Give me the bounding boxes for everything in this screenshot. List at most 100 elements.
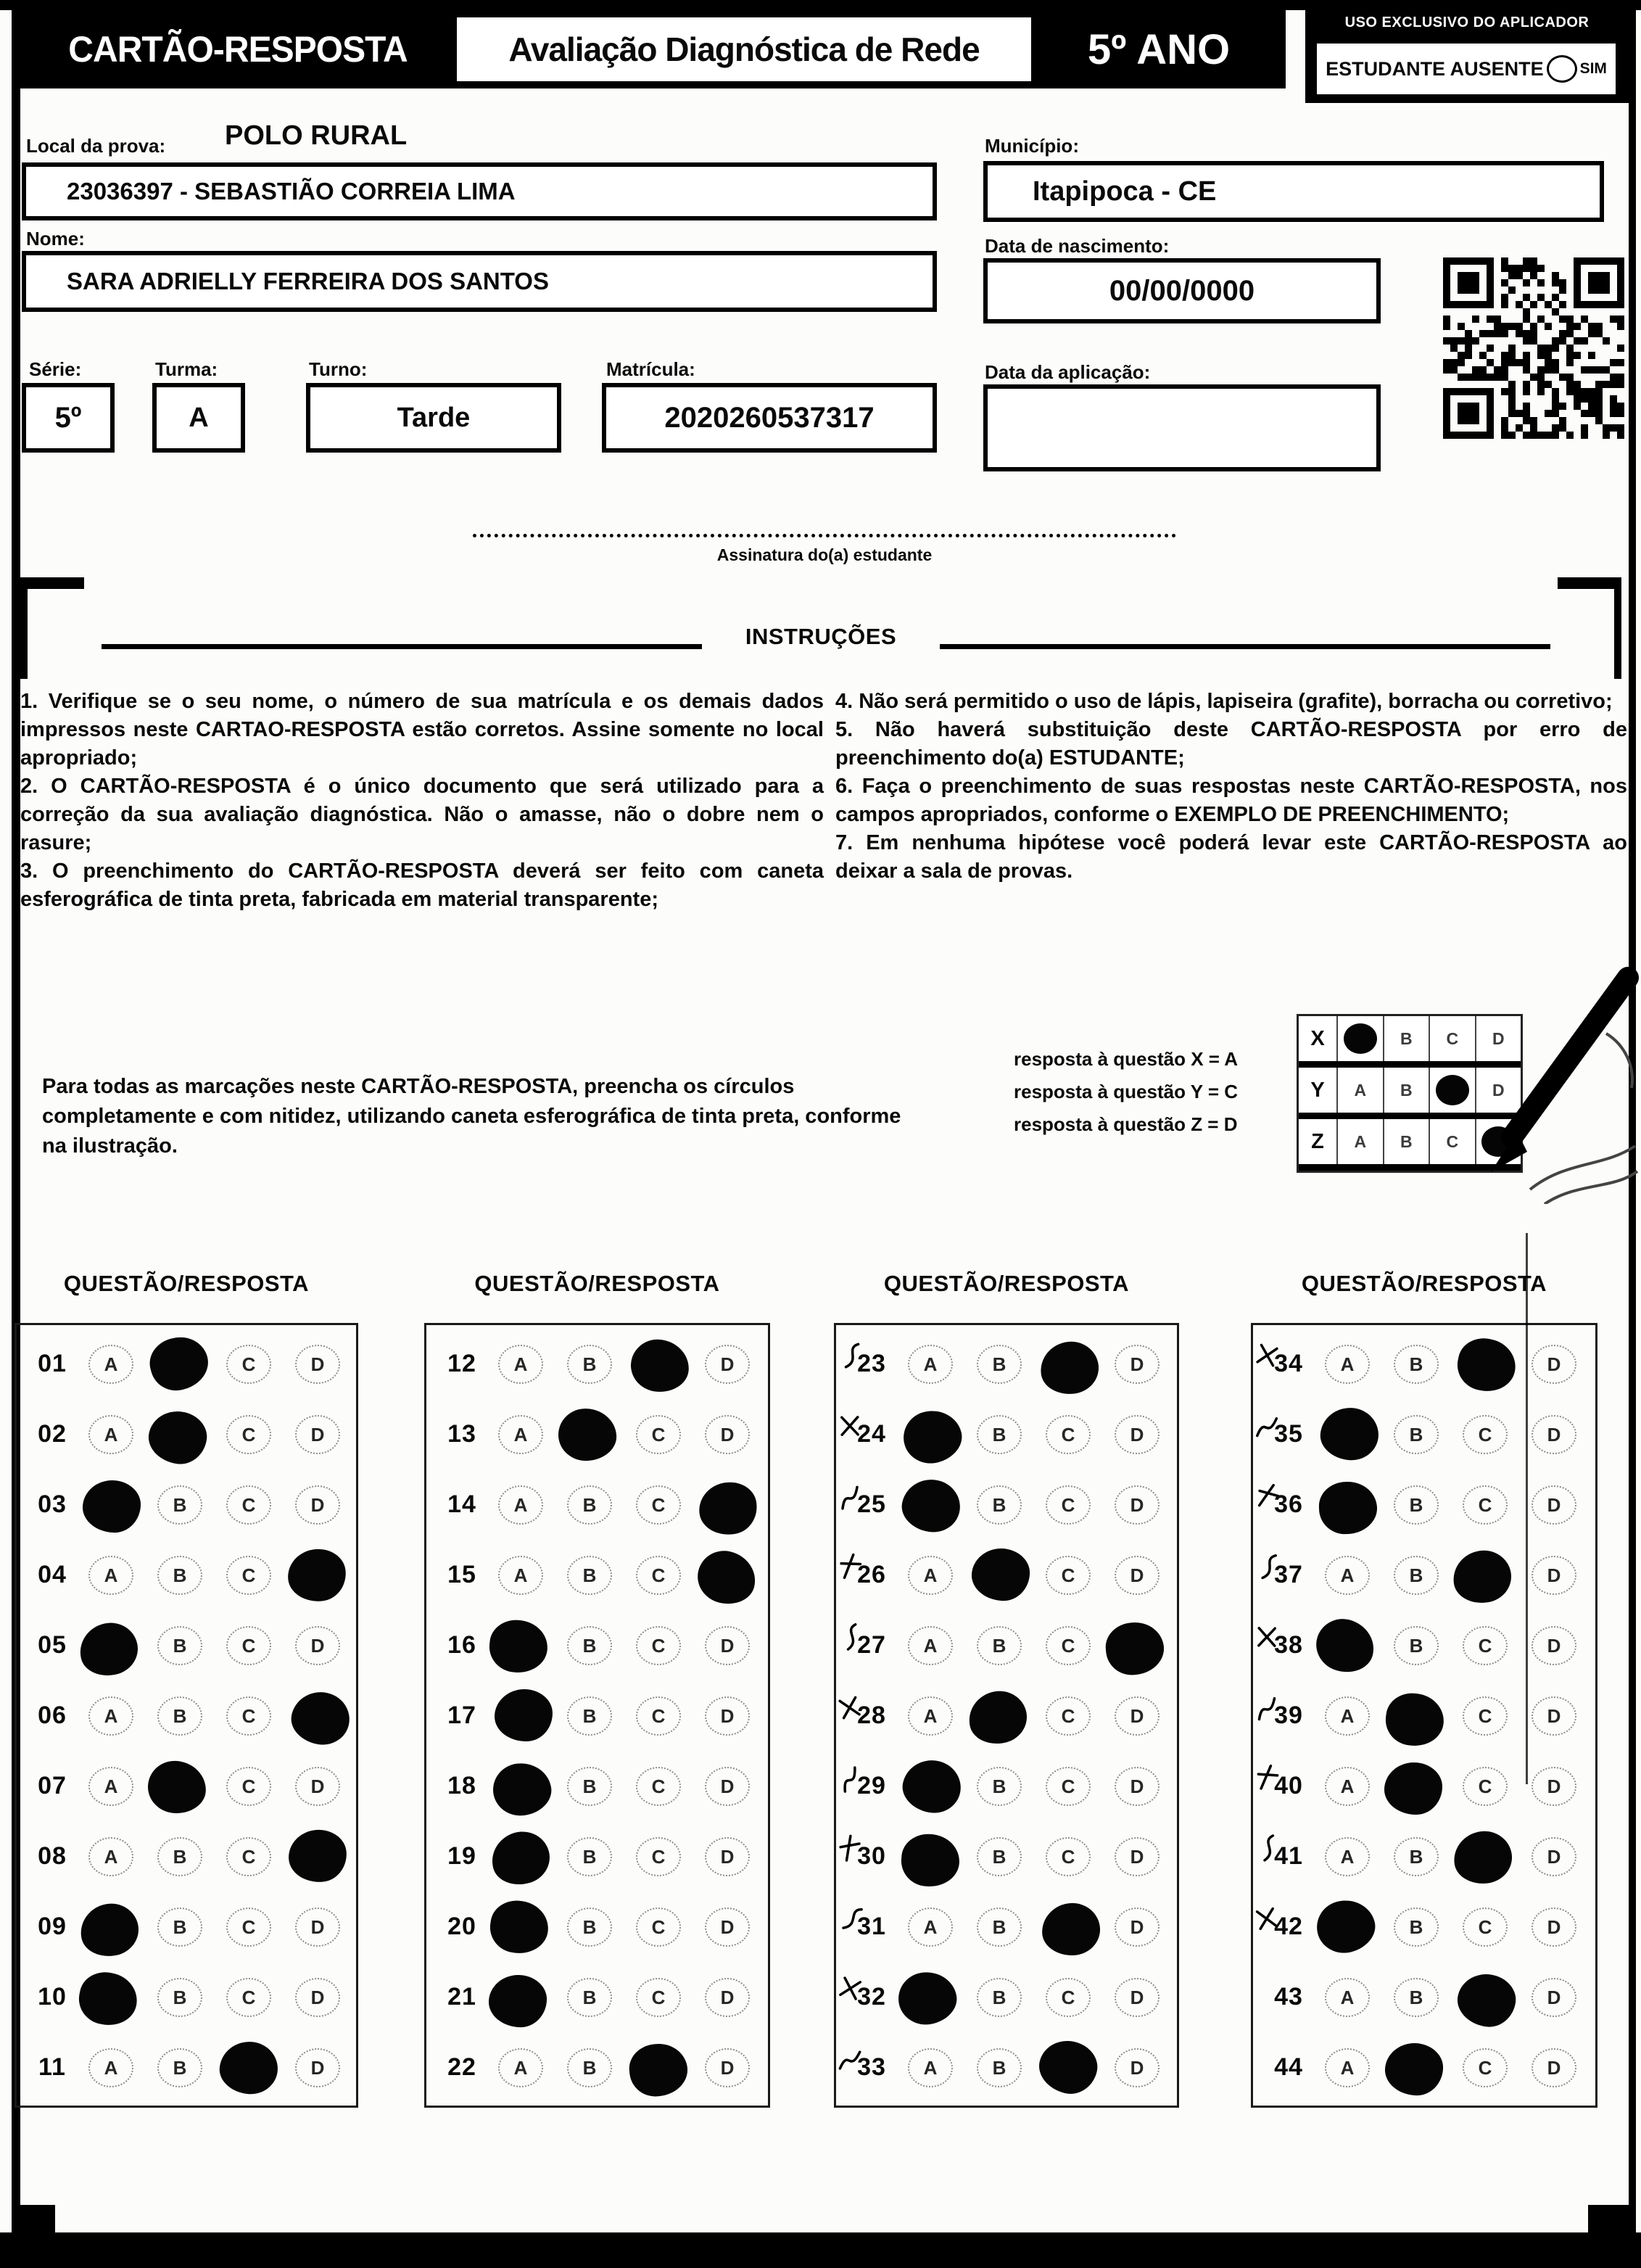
bubble-39-D[interactable]: D <box>1532 1696 1576 1736</box>
bubble-39-B[interactable] <box>1382 1690 1447 1749</box>
bubble-07-C[interactable]: C <box>226 1767 271 1806</box>
bubble-12-C[interactable] <box>629 1337 691 1394</box>
bubble-40-B[interactable] <box>1384 1762 1442 1815</box>
bubble-01-B[interactable] <box>144 1330 214 1397</box>
bubble-25-D[interactable]: D <box>1115 1485 1160 1525</box>
bubble-03-C[interactable]: C <box>226 1485 271 1525</box>
bubble-05-A[interactable] <box>74 1617 144 1682</box>
bubble-12-D[interactable]: D <box>705 1345 750 1384</box>
bubble-11-A[interactable]: A <box>88 2048 133 2087</box>
bubble-24-A[interactable] <box>898 1404 967 1469</box>
bubble-19-D[interactable]: D <box>705 1837 750 1876</box>
bubble-33-C[interactable] <box>1033 2034 1103 2100</box>
bubble-24-C[interactable]: C <box>1046 1415 1091 1454</box>
bubble-17-B[interactable]: B <box>567 1696 612 1736</box>
bubble-06-B[interactable]: B <box>157 1696 202 1736</box>
bubble-36-C[interactable]: C <box>1463 1485 1508 1525</box>
bubble-29-C[interactable]: C <box>1046 1767 1091 1806</box>
bubble-39-C[interactable]: C <box>1463 1696 1508 1736</box>
bubble-27-C[interactable]: C <box>1046 1626 1091 1665</box>
bubble-27-A[interactable]: A <box>908 1626 953 1665</box>
bubble-33-A[interactable]: A <box>908 2048 953 2087</box>
bubble-05-B[interactable]: B <box>157 1626 202 1665</box>
bubble-02-B[interactable] <box>145 1407 210 1468</box>
bubble-43-C[interactable] <box>1453 1970 1520 2031</box>
bubble-09-B[interactable]: B <box>157 1908 202 1947</box>
bubble-04-B[interactable]: B <box>157 1556 202 1595</box>
bubble-29-A[interactable] <box>898 1755 966 1818</box>
bubble-28-B[interactable] <box>964 1686 1032 1749</box>
bubble-19-A[interactable] <box>486 1825 555 1892</box>
bubble-41-B[interactable]: B <box>1394 1837 1439 1876</box>
bubble-43-B[interactable]: B <box>1394 1978 1439 2017</box>
signature-field[interactable] <box>473 534 1176 537</box>
bubble-27-D[interactable] <box>1104 1620 1166 1678</box>
bubble-35-C[interactable]: C <box>1463 1415 1508 1454</box>
bubble-07-A[interactable]: A <box>88 1767 133 1806</box>
bubble-17-A[interactable] <box>494 1688 553 1742</box>
bubble-37-C[interactable] <box>1449 1546 1516 1607</box>
bubble-08-D[interactable] <box>286 1828 349 1884</box>
bubble-44-A[interactable]: A <box>1325 2048 1370 2087</box>
bubble-34-A[interactable]: A <box>1325 1345 1370 1384</box>
bubble-16-B[interactable]: B <box>567 1626 612 1665</box>
bubble-19-B[interactable]: B <box>567 1837 612 1876</box>
bubble-12-B[interactable]: B <box>567 1345 612 1384</box>
bubble-23-C[interactable] <box>1037 1338 1102 1398</box>
bubble-16-A[interactable] <box>487 1617 550 1675</box>
bubble-01-D[interactable]: D <box>295 1345 340 1384</box>
bubble-24-B[interactable]: B <box>977 1415 1022 1454</box>
bubble-01-A[interactable]: A <box>88 1345 133 1384</box>
bubble-09-D[interactable]: D <box>295 1908 340 1947</box>
bubble-38-D[interactable]: D <box>1532 1626 1576 1665</box>
bubble-43-A[interactable]: A <box>1325 1978 1370 2017</box>
bubble-23-A[interactable]: A <box>908 1345 953 1384</box>
bubble-39-A[interactable]: A <box>1325 1696 1370 1736</box>
bubble-29-D[interactable]: D <box>1115 1767 1160 1806</box>
bubble-31-C[interactable] <box>1041 1901 1101 1958</box>
bubble-08-B[interactable]: B <box>157 1837 202 1876</box>
bubble-18-B[interactable]: B <box>567 1767 612 1806</box>
bubble-07-D[interactable]: D <box>295 1767 340 1806</box>
bubble-08-C[interactable]: C <box>226 1837 271 1876</box>
bubble-10-D[interactable]: D <box>295 1978 340 2017</box>
bubble-32-A[interactable] <box>894 1967 961 2029</box>
bubble-20-B[interactable]: B <box>567 1908 612 1947</box>
bubble-11-D[interactable]: D <box>295 2048 340 2087</box>
bubble-42-B[interactable]: B <box>1394 1908 1439 1947</box>
bubble-43-D[interactable]: D <box>1532 1978 1576 2017</box>
bubble-02-A[interactable]: A <box>88 1415 133 1454</box>
bubble-05-D[interactable]: D <box>295 1626 340 1665</box>
bubble-13-A[interactable]: A <box>498 1415 543 1454</box>
bubble-14-A[interactable]: A <box>498 1485 543 1525</box>
bubble-02-D[interactable]: D <box>295 1415 340 1454</box>
bubble-02-C[interactable]: C <box>226 1415 271 1454</box>
bubble-13-B[interactable] <box>557 1406 618 1463</box>
bubble-03-A[interactable] <box>82 1480 141 1533</box>
bubble-22-C[interactable] <box>627 2041 690 2099</box>
bubble-14-D[interactable] <box>695 1477 761 1540</box>
bubble-21-A[interactable] <box>488 1974 547 2028</box>
bubble-30-D[interactable]: D <box>1115 1837 1160 1876</box>
bubble-15-A[interactable]: A <box>498 1556 543 1595</box>
bubble-10-C[interactable]: C <box>226 1978 271 2017</box>
bubble-28-C[interactable]: C <box>1046 1696 1091 1736</box>
bubble-42-D[interactable]: D <box>1532 1908 1576 1947</box>
bubble-18-C[interactable]: C <box>636 1767 681 1806</box>
bubble-44-B[interactable] <box>1384 2042 1444 2097</box>
bubble-41-C[interactable] <box>1450 1828 1516 1887</box>
bubble-23-D[interactable]: D <box>1115 1345 1160 1384</box>
bubble-38-A[interactable] <box>1310 1613 1380 1678</box>
bubble-16-C[interactable]: C <box>636 1626 681 1665</box>
bubble-18-D[interactable]: D <box>705 1767 750 1806</box>
bubble-37-A[interactable]: A <box>1325 1556 1370 1595</box>
bubble-04-A[interactable]: A <box>88 1556 133 1595</box>
bubble-06-D[interactable] <box>287 1687 354 1749</box>
student-absent-bubble[interactable] <box>1546 55 1577 83</box>
bubble-20-D[interactable]: D <box>705 1908 750 1947</box>
bubble-11-B[interactable]: B <box>157 2048 202 2087</box>
bubble-08-A[interactable]: A <box>88 1837 133 1876</box>
bubble-18-A[interactable] <box>489 1759 555 1820</box>
bubble-31-B[interactable]: B <box>977 1908 1022 1947</box>
bubble-26-B[interactable] <box>970 1547 1031 1602</box>
